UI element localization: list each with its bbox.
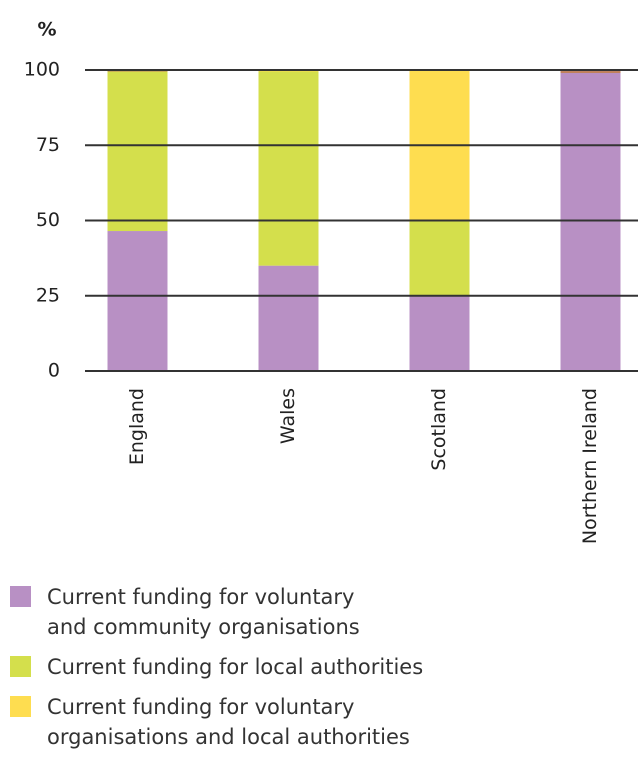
x-tick-label: Scotland bbox=[428, 388, 450, 471]
y-tick-label: 25 bbox=[36, 284, 60, 306]
chart: % England Wales Scotland Northern Ireland 0 2… bbox=[24, 19, 638, 544]
bar-segment bbox=[258, 265, 319, 371]
y-tick-label: 50 bbox=[36, 209, 60, 231]
y-tick-label: 0 bbox=[48, 360, 60, 382]
legend-entry: Current funding for voluntary and commun… bbox=[10, 582, 630, 642]
bar-segment bbox=[560, 70, 621, 74]
legend-swatch bbox=[10, 586, 31, 607]
y-tick-label: 100 bbox=[24, 59, 60, 81]
bar-segment bbox=[258, 71, 319, 266]
legend-label: Current funding for local authorities bbox=[47, 655, 424, 679]
legend-swatch bbox=[10, 696, 31, 717]
legend-swatch bbox=[10, 656, 31, 677]
bar-segment bbox=[107, 71, 168, 232]
y-tick-label: 75 bbox=[36, 134, 60, 156]
bar-segment bbox=[560, 73, 621, 371]
bar-segment bbox=[409, 220, 470, 296]
y-axis-label: % bbox=[37, 19, 56, 41]
bar-segment bbox=[409, 295, 470, 371]
x-tick-label: Northern Ireland bbox=[579, 388, 601, 544]
legend: Current funding for voluntary and commun… bbox=[10, 582, 630, 762]
legend-label: Current funding for voluntary and commun… bbox=[47, 585, 360, 639]
x-tick-label: England bbox=[126, 388, 148, 465]
x-tick-label: Wales bbox=[277, 388, 299, 444]
legend-label: Current funding for voluntary organisati… bbox=[47, 695, 410, 749]
legend-entry: Current funding for local authorities bbox=[10, 652, 630, 682]
bar-segment bbox=[107, 231, 168, 371]
legend-entry: Current funding for voluntary organisati… bbox=[10, 692, 630, 752]
